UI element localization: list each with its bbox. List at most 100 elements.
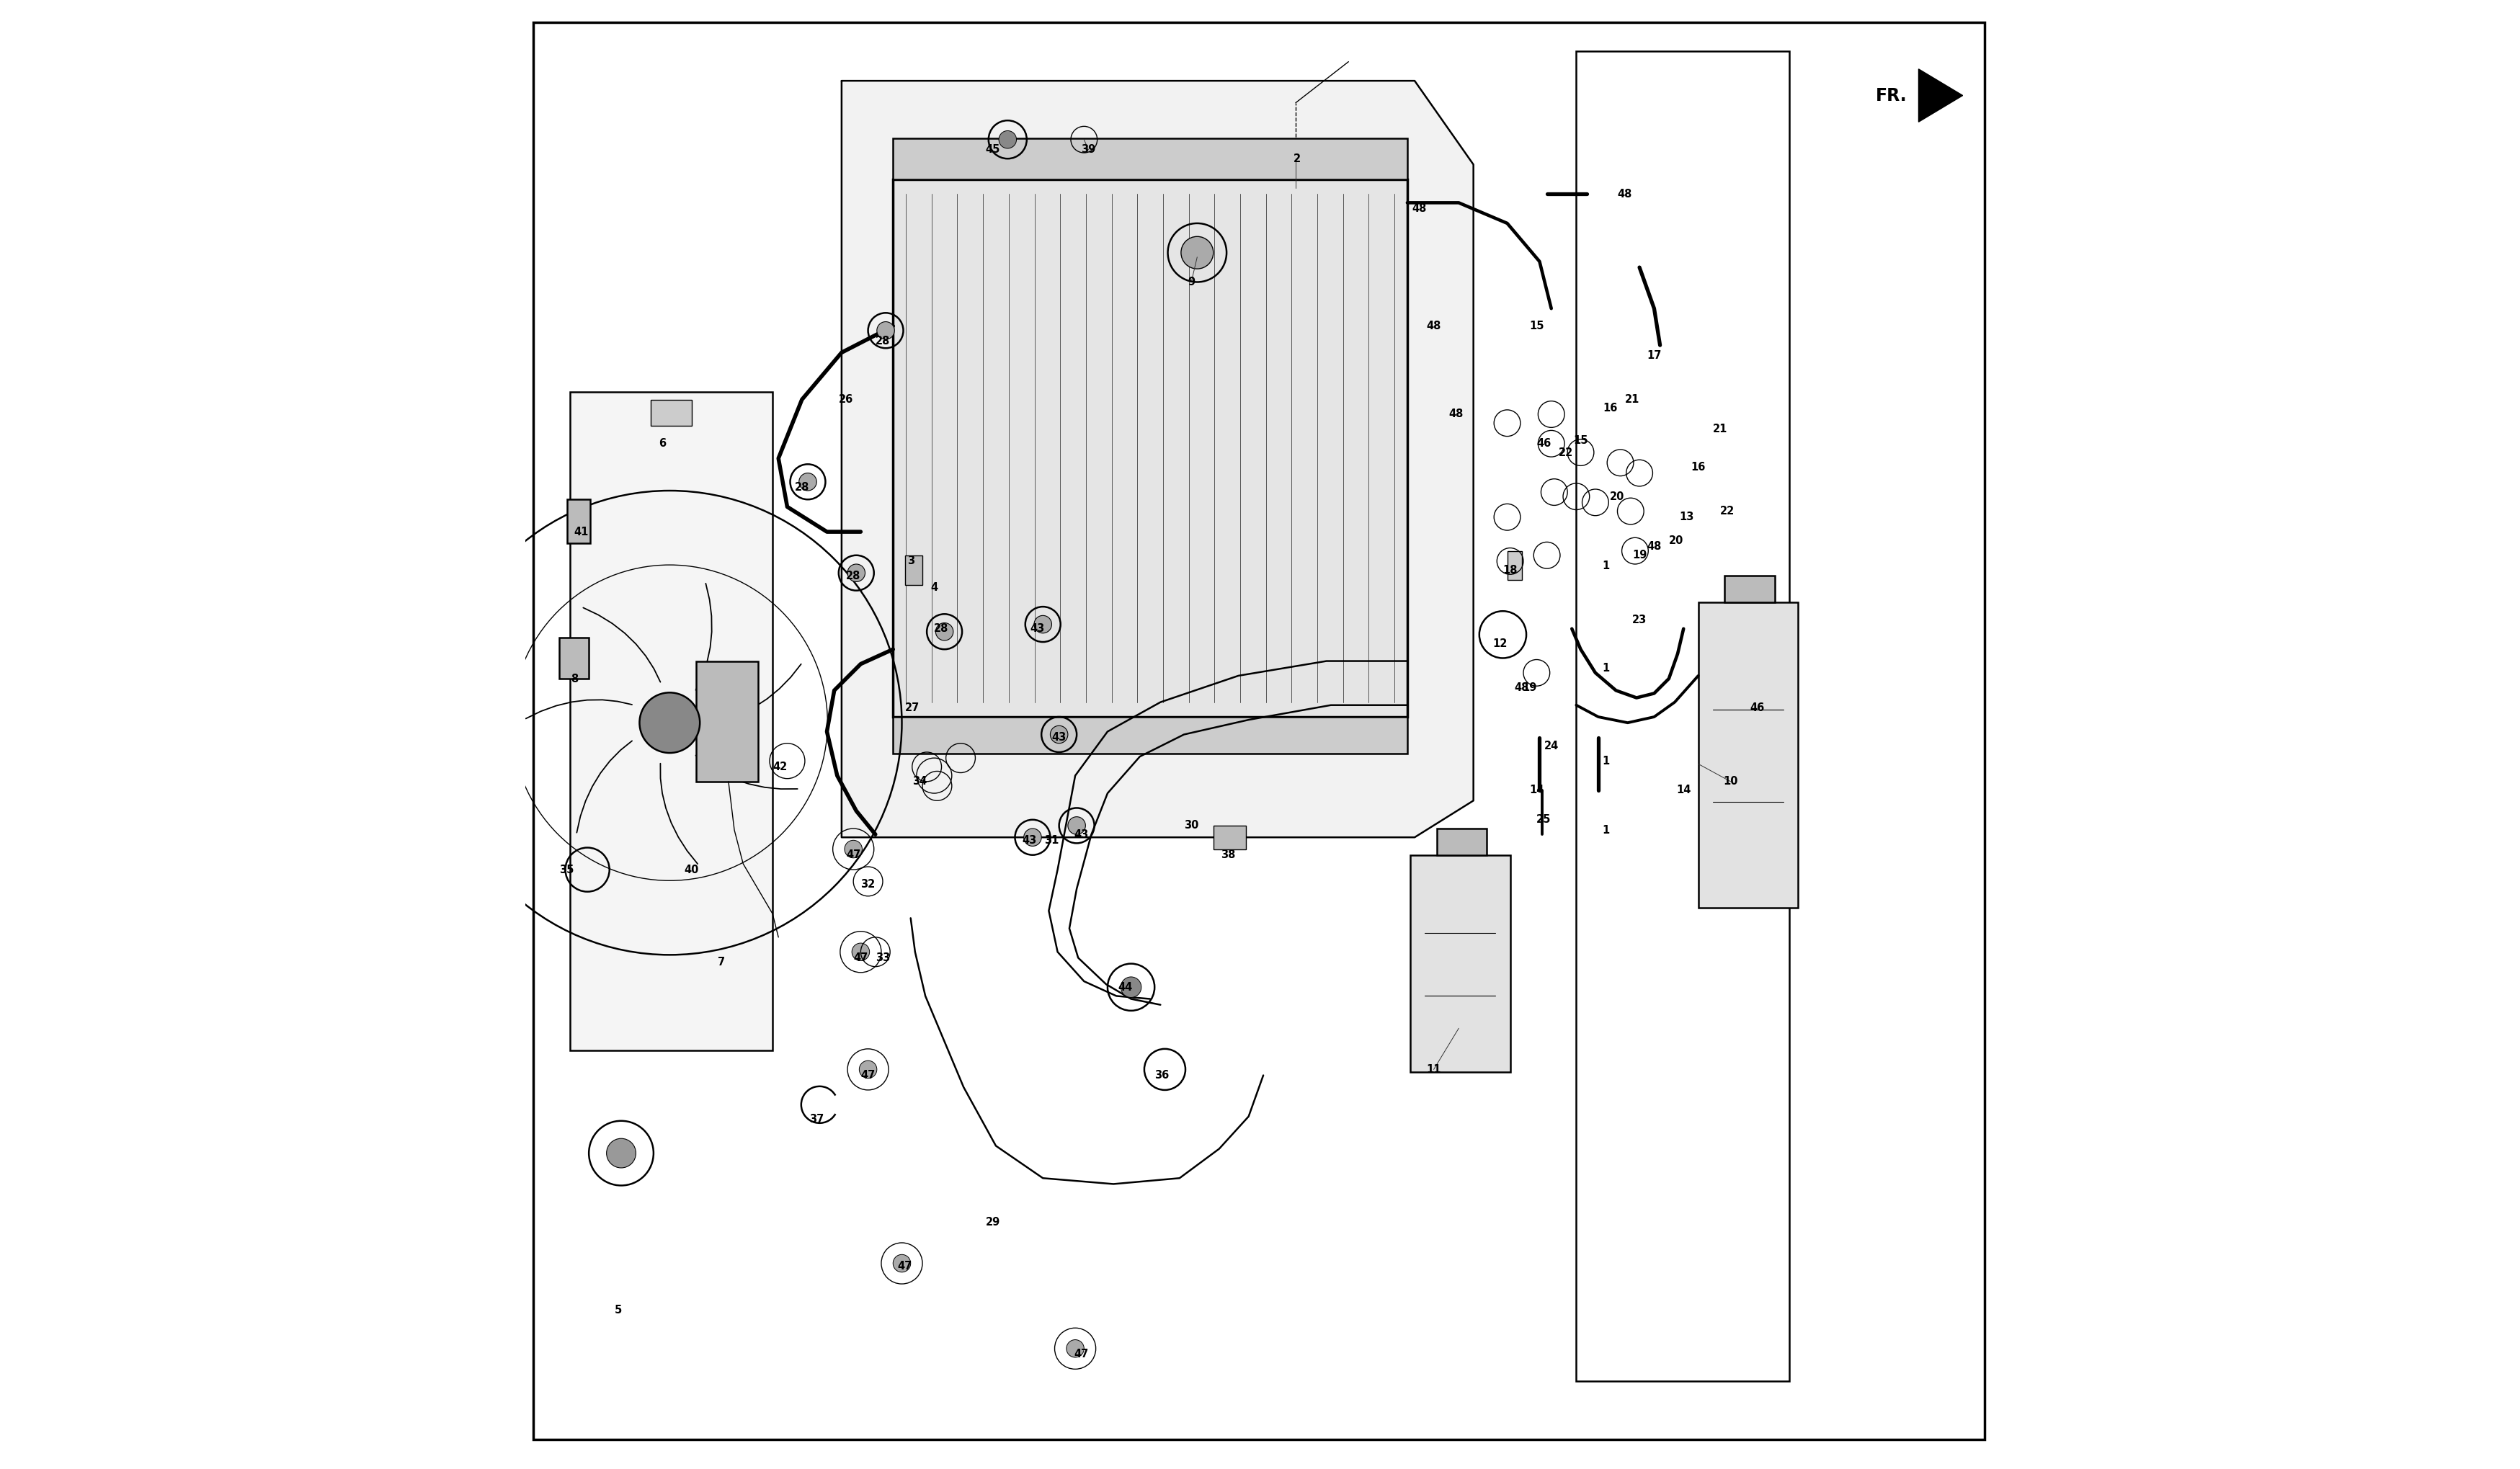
Polygon shape [842, 81, 1474, 837]
Circle shape [1121, 977, 1142, 997]
Text: 20: 20 [1610, 491, 1625, 502]
Text: 14: 14 [1676, 784, 1691, 796]
Text: 22: 22 [1557, 447, 1572, 458]
Text: 43: 43 [1074, 829, 1089, 840]
Bar [1698, 602, 1797, 908]
Text: 47: 47 [897, 1260, 912, 1272]
Polygon shape [892, 179, 1406, 717]
Text: 44: 44 [1116, 981, 1131, 993]
Text: 48: 48 [1426, 320, 1441, 332]
Text: 31: 31 [1043, 834, 1058, 846]
Text: 16: 16 [1603, 403, 1618, 414]
Text: 28: 28 [847, 570, 859, 582]
Text: 47: 47 [847, 849, 859, 861]
Circle shape [640, 692, 701, 754]
Bar [1409, 855, 1509, 1072]
Circle shape [935, 623, 953, 640]
Text: 29: 29 [985, 1216, 1000, 1228]
Text: 47: 47 [1074, 1349, 1089, 1360]
Text: 28: 28 [935, 623, 948, 635]
Circle shape [607, 1138, 635, 1168]
Text: 20: 20 [1668, 535, 1683, 546]
Text: 43: 43 [1051, 732, 1066, 743]
Text: 1: 1 [1603, 663, 1608, 674]
Text: 47: 47 [854, 952, 867, 964]
Text: 48: 48 [1411, 203, 1426, 214]
Text: 7: 7 [718, 956, 726, 968]
Text: 25: 25 [1537, 814, 1550, 826]
Text: 4: 4 [930, 582, 937, 593]
Text: 1: 1 [1603, 560, 1608, 571]
Text: 8: 8 [570, 673, 577, 685]
Text: 19: 19 [1522, 682, 1537, 693]
Bar [1436, 829, 1487, 855]
Circle shape [892, 1255, 910, 1272]
Polygon shape [1918, 69, 1963, 122]
Text: 24: 24 [1545, 740, 1557, 752]
Bar [1507, 551, 1522, 580]
Text: 23: 23 [1630, 614, 1646, 626]
Text: 48: 48 [1646, 541, 1661, 552]
Text: 22: 22 [1719, 505, 1734, 517]
Text: 45: 45 [985, 144, 1000, 156]
Text: 10: 10 [1724, 776, 1736, 787]
Text: 11: 11 [1426, 1064, 1441, 1075]
Bar [567, 499, 590, 544]
Bar [905, 555, 922, 585]
Bar [892, 717, 1406, 754]
Bar [559, 638, 590, 679]
Text: 1: 1 [1603, 824, 1608, 836]
Text: 47: 47 [859, 1069, 874, 1081]
Text: 15: 15 [1530, 320, 1545, 332]
Circle shape [847, 564, 864, 582]
Text: 13: 13 [1678, 511, 1693, 523]
Text: 30: 30 [1184, 820, 1200, 831]
Text: 15: 15 [1572, 435, 1588, 447]
Text: 32: 32 [859, 878, 874, 890]
Text: 14: 14 [1530, 784, 1542, 796]
Text: FR.: FR. [1875, 87, 1905, 104]
Text: 12: 12 [1492, 638, 1507, 649]
Bar [570, 392, 771, 1050]
Text: 2: 2 [1293, 153, 1300, 165]
Text: 43: 43 [1031, 623, 1043, 635]
Text: 39: 39 [1081, 144, 1096, 156]
Text: 46: 46 [1537, 438, 1550, 450]
Text: 28: 28 [874, 335, 890, 347]
Bar [1212, 826, 1245, 849]
Circle shape [859, 1061, 877, 1078]
Text: 48: 48 [1449, 408, 1462, 420]
Text: 36: 36 [1154, 1069, 1169, 1081]
Text: 1: 1 [1603, 755, 1608, 767]
Circle shape [1051, 726, 1068, 743]
Text: 21: 21 [1625, 394, 1638, 405]
Bar [1724, 576, 1774, 602]
Circle shape [1033, 616, 1051, 633]
Text: 26: 26 [839, 394, 854, 405]
Text: 18: 18 [1502, 564, 1517, 576]
Bar [892, 138, 1406, 179]
Text: 42: 42 [771, 761, 786, 773]
Circle shape [844, 840, 862, 858]
Text: 16: 16 [1691, 461, 1706, 473]
Circle shape [1023, 829, 1041, 846]
Text: 17: 17 [1646, 350, 1661, 361]
Text: 6: 6 [658, 438, 665, 450]
Text: 35: 35 [559, 864, 575, 876]
Circle shape [1182, 237, 1212, 269]
Text: 41: 41 [575, 526, 590, 538]
Circle shape [1068, 817, 1086, 834]
Circle shape [877, 322, 895, 339]
Text: 19: 19 [1630, 549, 1646, 561]
Text: 34: 34 [912, 776, 927, 787]
Text: 21: 21 [1714, 423, 1726, 435]
Circle shape [998, 131, 1016, 148]
Bar [696, 661, 759, 782]
Text: 38: 38 [1220, 849, 1235, 861]
Text: 37: 37 [809, 1114, 824, 1125]
Text: 48: 48 [1618, 188, 1630, 200]
Text: 43: 43 [1023, 834, 1036, 846]
Circle shape [1066, 1340, 1084, 1357]
Text: 28: 28 [794, 482, 809, 494]
Text: 40: 40 [685, 864, 698, 876]
